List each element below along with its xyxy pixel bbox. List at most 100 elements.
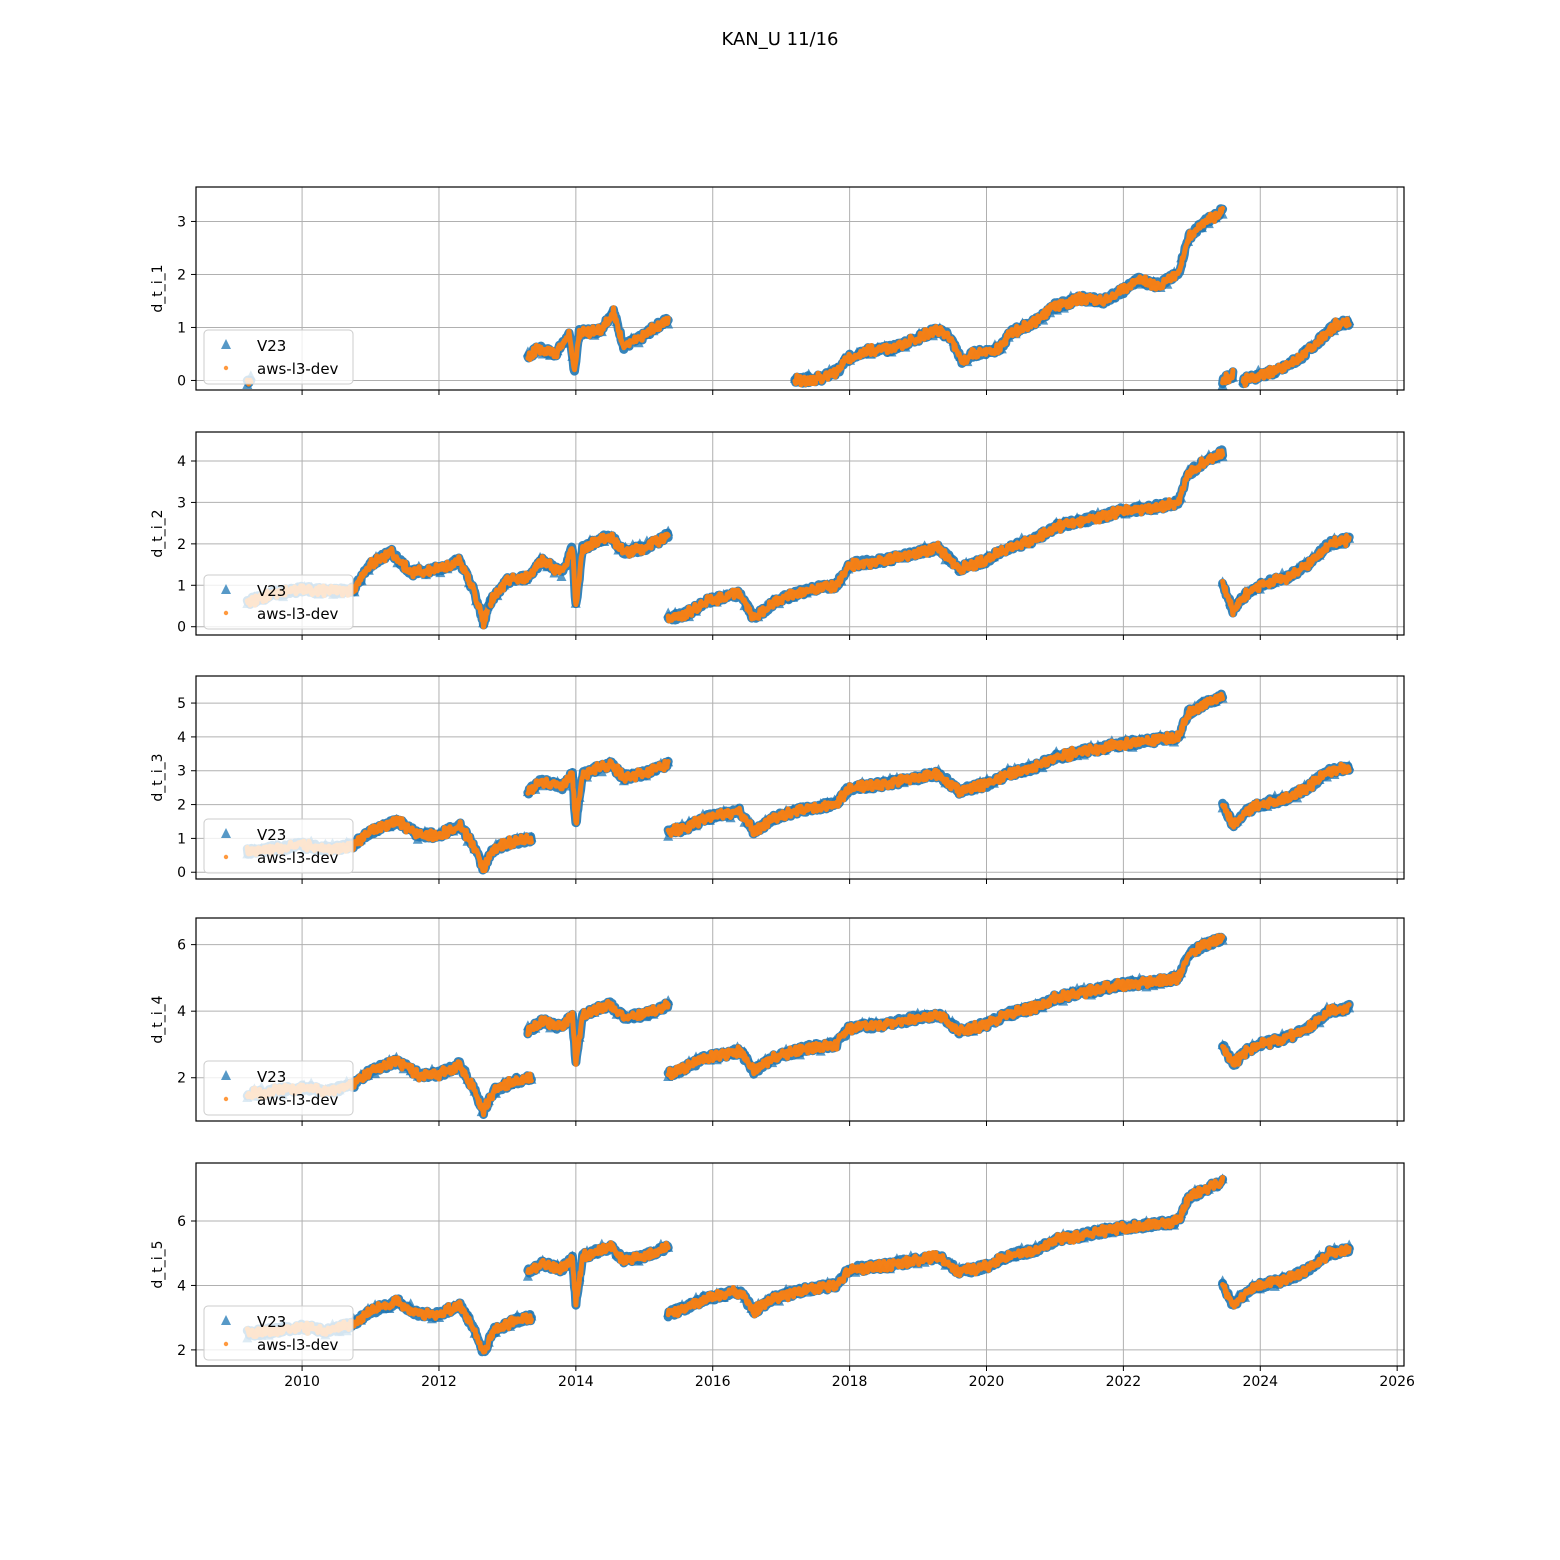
y-tick-label: 2 <box>177 1071 186 1087</box>
legend-box <box>203 1060 354 1116</box>
y-axis-label: d_t_i_4 <box>150 995 166 1043</box>
legend-aws-marker <box>223 1341 229 1347</box>
y-tick-label: 3 <box>177 495 186 511</box>
aws-series-line <box>1220 533 1352 618</box>
axes-frame <box>195 431 1405 636</box>
axes-frame <box>195 186 1405 391</box>
y-axis-label: d_t_i_5 <box>150 1240 166 1288</box>
legend-v23-marker <box>221 828 231 838</box>
legend-v23-marker <box>221 339 231 349</box>
legend-label-aws: aws-l3-dev <box>257 605 339 623</box>
aws-series-line <box>665 691 1226 838</box>
series-data <box>242 445 1355 630</box>
v23-series-band <box>663 445 1228 625</box>
legend-aws-marker <box>223 1096 229 1102</box>
grid-lines <box>196 676 1404 879</box>
v23-series-band <box>663 1174 1228 1322</box>
series-data <box>242 932 1355 1119</box>
aws-series-line <box>665 933 1226 1081</box>
legend-aws-marker <box>223 854 229 860</box>
y-tick-label: 2 <box>177 537 186 553</box>
y-tick-label: 1 <box>177 578 186 594</box>
v23-point <box>412 833 423 844</box>
legend: V23 aws-l3-dev <box>203 1305 354 1361</box>
panel-4: 2 4 6 d_t_i_4 V23 aws-l3-dev <box>150 917 1405 1126</box>
v23-point <box>556 571 567 581</box>
legend-label-v23: V23 <box>257 1313 286 1331</box>
x-tick-label: 2012 <box>421 1374 457 1390</box>
aws-series-line <box>1220 1243 1352 1310</box>
legend-label-aws: aws-l3-dev <box>257 1091 339 1109</box>
y-tick-label: 1 <box>177 320 186 336</box>
y-tick-label: 3 <box>177 764 186 780</box>
x-tick-label: 2024 <box>1242 1374 1278 1390</box>
y-axis-label: d_t_i_2 <box>150 509 166 557</box>
legend-label-aws: aws-l3-dev <box>257 360 339 378</box>
v23-series-band <box>523 305 673 376</box>
y-tick-label: 4 <box>177 730 186 746</box>
y-tick-label: 4 <box>177 1278 186 1294</box>
v23-series-band <box>663 689 1228 839</box>
legend: V23 aws-l3-dev <box>203 818 354 874</box>
y-tick-label: 5 <box>177 696 186 712</box>
legend-label-v23: V23 <box>257 1068 286 1086</box>
aws-series-line <box>665 1175 1226 1319</box>
legend-label-v23: V23 <box>257 337 286 355</box>
y-tick-label: 2 <box>177 798 186 814</box>
grid-lines <box>196 918 1404 1121</box>
aws-series-line <box>525 998 671 1067</box>
y-tick-label: 6 <box>177 938 186 954</box>
x-tick-label: 2014 <box>558 1374 594 1390</box>
aws-series-line <box>525 305 671 373</box>
aws-series-line <box>525 1240 671 1308</box>
y-axis-label: d_t_i_1 <box>150 264 166 312</box>
panel-2: 0 1 2 3 4 d_t_i_2 V23 aws-l3-dev <box>150 431 1405 640</box>
figure-title: KAN_U 11/16 <box>721 29 838 50</box>
v23-point <box>663 830 674 841</box>
aws-series-line <box>1240 316 1352 388</box>
legend-v23-marker <box>221 1070 231 1080</box>
aws-series-line <box>665 448 1226 624</box>
legend-v23-marker <box>221 584 231 594</box>
v23-series-band <box>663 932 1228 1081</box>
legend-v23-marker <box>221 1315 231 1325</box>
series-data <box>242 689 1355 875</box>
y-tick-label: 3 <box>177 214 186 230</box>
axes-frame <box>195 675 1405 880</box>
grid-lines <box>196 432 1404 635</box>
legend-label-v23: V23 <box>257 826 286 844</box>
x-tick-label: 2010 <box>284 1374 320 1390</box>
panel-3: 0 1 2 3 4 5 d_t_i_3 V23 aws-l3-dev <box>150 675 1405 884</box>
aws-series-line <box>1220 367 1236 386</box>
y-tick-label: 2 <box>177 267 186 283</box>
legend-label-aws: aws-l3-dev <box>257 849 339 867</box>
legend-aws-marker <box>223 365 229 371</box>
aws-series-line <box>1220 761 1352 830</box>
legend-box <box>203 1305 354 1361</box>
series-data <box>242 1173 1355 1357</box>
grid-lines <box>196 1163 1404 1366</box>
y-tick-label: 0 <box>177 865 186 881</box>
legend: V23 aws-l3-dev <box>203 1060 354 1116</box>
v23-point <box>427 1313 437 1324</box>
v23-point <box>1217 1275 1228 1286</box>
axes-frame <box>195 917 1405 1122</box>
y-tick-label: 0 <box>177 620 186 636</box>
x-tick-label: 2022 <box>1106 1374 1142 1390</box>
legend-aws-marker <box>223 610 229 616</box>
panel-1: 0 1 2 3 d_t_i_1 V23 aws-l3-dev <box>150 186 1405 395</box>
y-tick-label: 4 <box>177 1004 186 1020</box>
aws-series-line <box>487 531 671 609</box>
y-tick-label: 6 <box>177 1214 186 1230</box>
y-tick-label: 1 <box>177 831 186 847</box>
v23-point <box>522 1270 533 1281</box>
panel-5: 2010 2012 2014 2016 2018 2020 2022 2024 2026 2 4 6d… <box>150 1162 1415 1390</box>
v23-point <box>1269 1280 1280 1291</box>
x-tick-label: 2016 <box>695 1374 731 1390</box>
x-tick-label: 2026 <box>1379 1374 1415 1390</box>
axes-frame <box>195 1162 1405 1367</box>
x-tick-label: 2018 <box>832 1374 868 1390</box>
x-tick-label: 2020 <box>969 1374 1005 1390</box>
panels: 0 1 2 3 d_t_i_1 V23 aws-l3-dev 0 1 2 3 4 d_t_i_2 V23 a… <box>150 186 1415 1390</box>
